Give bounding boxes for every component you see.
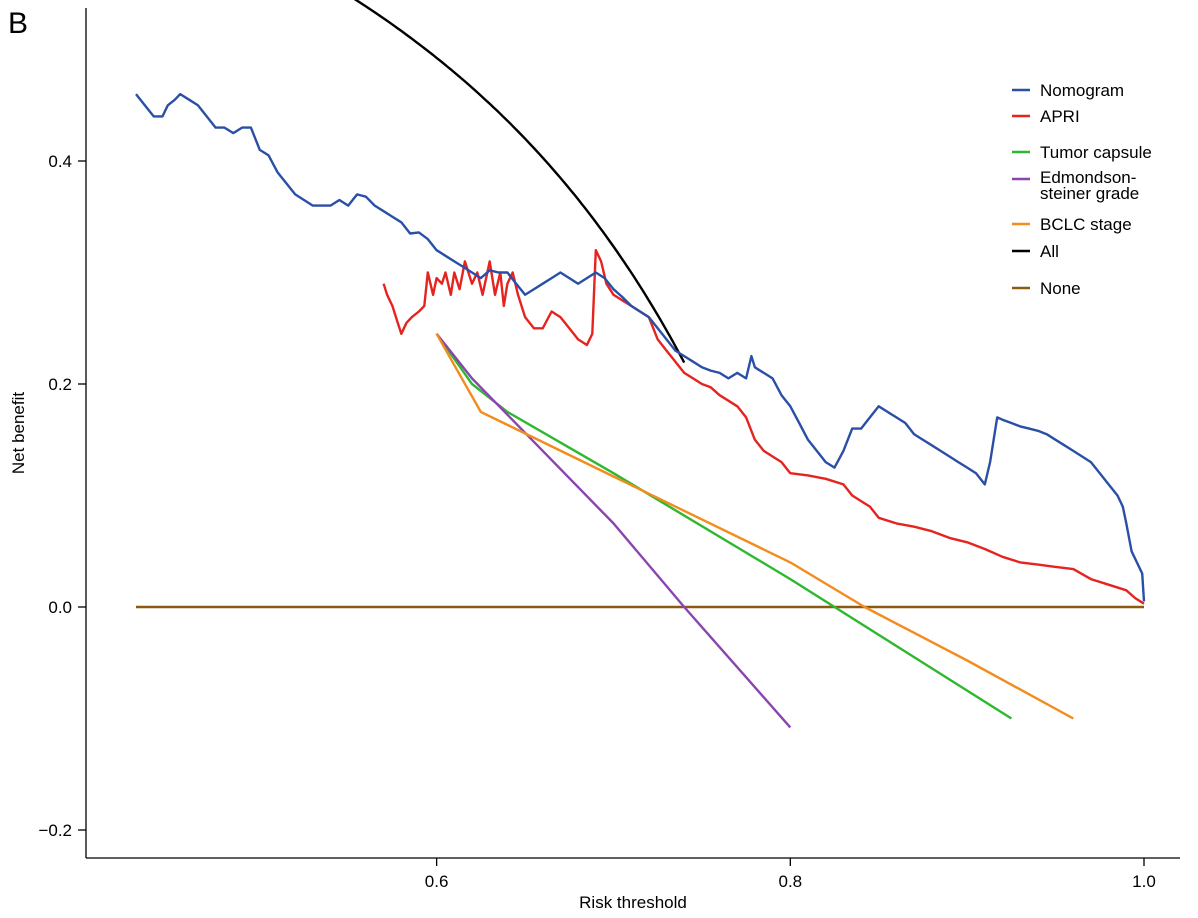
series-line-nomogram	[135, 92, 1146, 602]
panel-label: B	[8, 7, 28, 40]
series-line-all	[353, 0, 686, 364]
legend-label-all: All	[1040, 242, 1059, 261]
x-axis-title: Risk threshold	[579, 893, 687, 912]
y-axis-title: Net benefit	[9, 392, 28, 474]
series-line-apri	[382, 249, 1145, 605]
legend-label-apri: APRI	[1040, 107, 1080, 126]
y-tick-label: 0.0	[48, 598, 72, 617]
legend-label-tumor-capsule: Tumor capsule	[1040, 143, 1152, 162]
series-line-bclc-stage	[435, 333, 1074, 720]
legend-label-bclc-stage: BCLC stage	[1040, 215, 1132, 234]
x-tick-label: 1.0	[1132, 872, 1156, 891]
ticks-layer: 0.6 0.8 1.0 −0.2 0.0 0.2 0.4	[38, 152, 1155, 891]
legend-label-edmondson-steiner-grade: Edmondson-steiner grade	[1040, 168, 1139, 203]
legend: Nomogram APRI Tumor capsule Edmondson-stein…	[1012, 81, 1152, 298]
x-tick-label: 0.8	[778, 872, 802, 891]
y-tick-label: 0.4	[48, 152, 72, 171]
legend-label-nomogram: Nomogram	[1040, 81, 1124, 100]
x-tick-label: 0.6	[425, 872, 449, 891]
series-line-edmondson-steiner-grade	[435, 333, 792, 729]
series-layer	[135, 0, 1146, 729]
y-tick-label: −0.2	[38, 821, 72, 840]
y-tick-label: 0.2	[48, 375, 72, 394]
series-line-tumor-capsule	[435, 333, 1013, 720]
legend-label-none: None	[1040, 279, 1081, 298]
